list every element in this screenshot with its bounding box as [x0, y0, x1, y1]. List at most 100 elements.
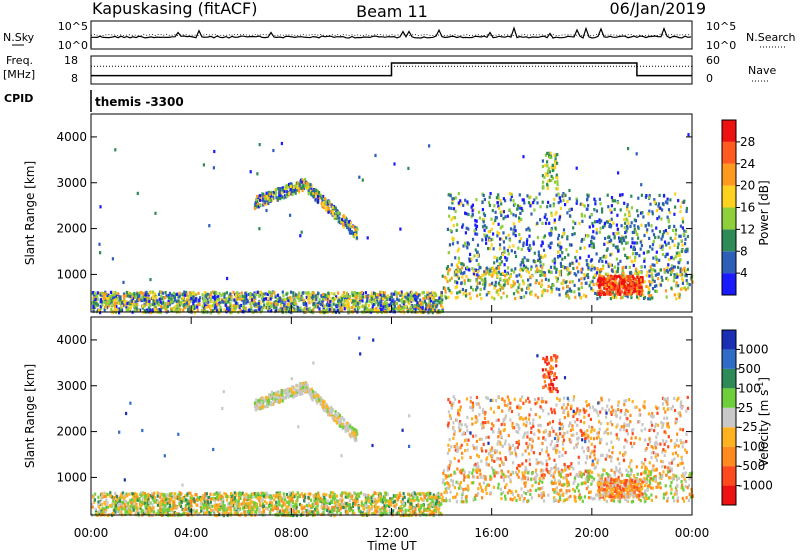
power-echo-cell [466, 200, 468, 203]
power-echo-cell [557, 256, 559, 259]
power-echo-cell [152, 299, 154, 302]
power-echo-cell [498, 223, 500, 226]
power-echo-cell [279, 296, 281, 299]
power-echo-cell [282, 294, 284, 297]
power-echo-cell [210, 293, 212, 296]
power-echo-cell [488, 201, 490, 204]
power-echo-cell [187, 296, 189, 299]
power-echo-cell [358, 176, 360, 179]
power-echo-cell [546, 160, 548, 163]
power-echo-cell [668, 220, 670, 223]
power-echo-cell [632, 231, 634, 234]
power-echo-cell [649, 283, 651, 286]
power-echo-cell [641, 290, 643, 293]
power-echo-cell [137, 192, 139, 195]
power-echo-cell [122, 281, 124, 284]
power-echo-cell [469, 279, 471, 282]
power-echo-cell [559, 254, 561, 257]
power-echo-cell [521, 288, 523, 291]
power-echo-cell [556, 287, 558, 290]
power-echo-cell [377, 303, 379, 306]
power-echo-cell [482, 283, 484, 286]
power-echo-cell [491, 275, 493, 278]
noise-sky-line [91, 28, 691, 48]
power-echo-cell [578, 222, 580, 225]
power-echo-cell [654, 280, 656, 283]
power-echo-cell [548, 222, 550, 225]
power-echo-cell [619, 194, 621, 197]
power-echo-cell [283, 304, 285, 307]
power-echo-cell [281, 188, 283, 191]
velocity-echo-cell [130, 501, 132, 504]
power-echo-cell [254, 293, 256, 296]
power-echo-cell [428, 144, 430, 147]
power-echo-cell [244, 295, 246, 298]
power-echo-cell [640, 266, 642, 269]
power-echo-cell [679, 274, 681, 277]
power-echo-cell [513, 270, 515, 273]
power-echo-cell [484, 198, 486, 201]
power-echo-cell [112, 257, 114, 260]
power-echo-cell [681, 244, 683, 247]
power-echo-cell [567, 268, 569, 271]
power-echo-cell [678, 261, 680, 264]
velocity-echo-cell [105, 499, 107, 502]
power-echo-cell [528, 271, 530, 274]
power-echo-cell [591, 245, 593, 248]
power-echo-cell [674, 206, 676, 209]
power-echo-cell [596, 297, 598, 300]
power-echo-cell [399, 228, 401, 231]
power-echo-cell [660, 217, 662, 220]
power-echo-cell [499, 243, 501, 246]
power-echo-cell [611, 204, 613, 207]
power-echo-cell [447, 296, 449, 299]
power-echo-cell [518, 207, 520, 210]
power-echo-cell [468, 257, 470, 260]
power-echo-cell [250, 170, 252, 173]
power-echo-cell [192, 292, 194, 295]
power-echo-cell [461, 262, 463, 265]
power-echo-cell [674, 293, 676, 296]
power-echo-cell [361, 299, 363, 302]
power-echo-cell [533, 260, 535, 263]
power-echo-cell [475, 198, 477, 201]
power-echo-cell [686, 282, 688, 285]
power-echo-cell [545, 222, 547, 225]
power-echo-cell [599, 202, 601, 205]
power-echo-cell [251, 298, 253, 301]
power-echo-cell [332, 212, 334, 215]
power-echo-cell [609, 209, 611, 212]
power-echo-cell [572, 267, 574, 270]
power-echo-cell [352, 300, 354, 303]
power-echo-cell [114, 148, 116, 151]
power-echo-cell [233, 298, 235, 301]
power-echo-cell [375, 307, 377, 310]
power-echo-cell [574, 284, 576, 287]
power-echo-cell [364, 295, 366, 298]
power-echo-cell [509, 239, 511, 242]
power-echo-cell [418, 304, 420, 307]
power-echo-cell [621, 193, 623, 196]
power-echo-cell [584, 214, 586, 217]
power-echo-cell [617, 231, 619, 234]
power-echo-cell [123, 300, 125, 303]
power-echo-cell [568, 189, 570, 192]
power-echo-cell [561, 235, 563, 238]
power-echo-cell [302, 185, 304, 188]
power-echo-cell [636, 241, 638, 244]
power-echo-cell [542, 159, 544, 162]
power-echo-cell [328, 200, 330, 203]
power-echo-cell [521, 207, 523, 210]
power-echo-cell [612, 199, 614, 202]
power-echo-cell [194, 311, 196, 314]
power-echo-cell [502, 253, 504, 256]
power-echo-cell [481, 238, 483, 241]
power-echo-cell [217, 295, 219, 298]
power-echo-cell [661, 279, 663, 282]
power-echo-cell [492, 232, 494, 235]
power-echo-cell [472, 204, 474, 207]
velocity-echo-cell [360, 491, 362, 494]
power-echo-cell [611, 196, 613, 199]
power-echo-cell [598, 293, 600, 296]
power-echo-cell [529, 283, 531, 286]
